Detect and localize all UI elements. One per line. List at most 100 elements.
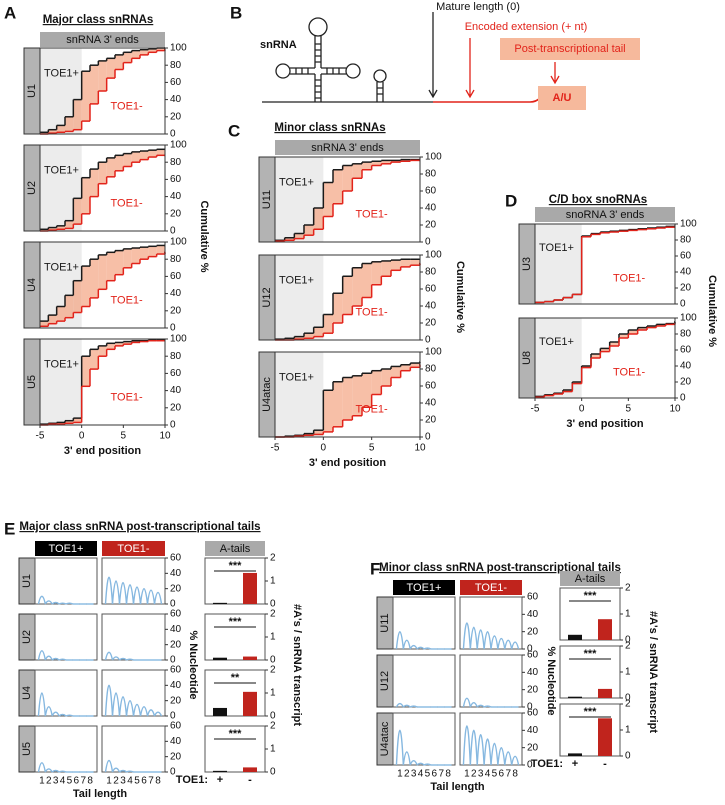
difference-fill <box>352 163 362 179</box>
difference-fill <box>410 363 420 368</box>
y-tick-label: 100 <box>170 140 187 151</box>
bar <box>243 691 257 716</box>
x-axis-label: 3' end position <box>64 445 141 457</box>
row-label: U11 <box>261 190 273 209</box>
y-tick-label: 60 <box>425 381 437 392</box>
difference-fill <box>148 246 157 257</box>
x-tick-label: 0 <box>321 443 327 454</box>
x-tick-label: -5 <box>36 431 45 442</box>
y-tick-label: 80 <box>425 169 437 180</box>
difference-fill <box>56 225 65 230</box>
y-tick-label: 80 <box>425 364 437 375</box>
tail-peak <box>416 762 425 766</box>
header-label: snRNA 3' ends <box>311 142 384 154</box>
y-tick-label: 60 <box>527 592 539 603</box>
difference-fill <box>48 129 57 134</box>
difference-fill <box>140 151 149 160</box>
tail-peak <box>462 725 472 766</box>
y-tick-label: 100 <box>680 313 697 324</box>
extension-line <box>433 97 541 103</box>
difference-fill <box>73 99 82 130</box>
difference-fill <box>391 160 401 163</box>
x-tick-label: 2 <box>471 769 477 780</box>
difference-fill <box>48 315 57 324</box>
difference-fill <box>98 60 107 91</box>
plot-frame <box>559 587 621 641</box>
difference-fill <box>81 266 90 307</box>
y-tick-label: 40 <box>680 361 692 372</box>
difference-fill <box>156 48 165 51</box>
difference-fill <box>352 267 362 306</box>
y-tick-label: 20 <box>170 639 182 650</box>
y-axis-label: Cumulative % <box>706 275 718 347</box>
series-label: TOE1+ <box>279 274 314 286</box>
y-tick-label: 100 <box>425 152 442 163</box>
series-label: TOE1- <box>356 209 389 221</box>
difference-fill <box>637 327 647 330</box>
difference-fill <box>123 248 132 268</box>
x-tick-label: 10 <box>159 431 171 442</box>
x-tick-label: - <box>248 774 252 786</box>
mature-label: Mature length (0) <box>436 1 520 13</box>
y-tick-label: 60 <box>425 284 437 295</box>
difference-fill <box>56 306 65 322</box>
y-tick-label: 60 <box>527 708 539 719</box>
left-arm <box>290 67 315 75</box>
series-label: TOE1- <box>111 294 144 306</box>
tail-peak <box>37 692 47 717</box>
difference-fill <box>106 58 115 79</box>
row-label: U4 <box>21 686 33 700</box>
y-tick-label: 40 <box>680 267 692 278</box>
y-tick-label: 2 <box>270 665 276 676</box>
bar <box>213 707 227 716</box>
tail-peak <box>118 581 128 605</box>
tail-peak <box>153 591 163 605</box>
y-tick-label: 0 <box>270 767 276 778</box>
difference-fill <box>73 198 82 225</box>
column-header <box>102 541 165 556</box>
x-tick-label: -5 <box>531 404 540 415</box>
x-tick-label: 10 <box>414 443 426 454</box>
tail-peak <box>104 651 114 661</box>
tail-peak <box>58 602 67 605</box>
tail-peak <box>58 770 67 773</box>
difference-fill <box>323 314 333 334</box>
x-tick-label: 8 <box>155 776 161 787</box>
y-tick-label: 20 <box>170 695 182 706</box>
y-tick-label: 100 <box>680 219 697 230</box>
y-tick-label: 40 <box>527 725 539 736</box>
tail-peak <box>104 576 114 605</box>
tail-peak <box>111 580 121 605</box>
significance-label: *** <box>229 616 243 628</box>
bar <box>568 696 582 698</box>
y-tick-label: 40 <box>425 203 437 214</box>
y-tick-label: 2 <box>270 609 276 620</box>
header-label: snRNA 3' ends <box>66 34 139 46</box>
plot-frame <box>34 725 98 773</box>
series-label: TOE1- <box>111 391 144 403</box>
difference-fill <box>304 225 314 236</box>
panel-letter: A <box>4 3 16 22</box>
bar <box>213 770 227 772</box>
pre-mature-shade <box>535 224 582 304</box>
bar <box>598 688 612 698</box>
y-tick-label: 60 <box>680 345 692 356</box>
y-tick-label: 60 <box>170 271 182 282</box>
row-label: U5 <box>21 742 33 756</box>
difference-fill <box>284 338 295 340</box>
y-tick-label: 0 <box>425 237 431 248</box>
y-tick-label: 0 <box>170 655 176 666</box>
difference-fill <box>65 295 74 318</box>
difference-fill <box>628 330 638 334</box>
difference-fill <box>313 208 324 230</box>
header-label: snoRNA 3' ends <box>566 209 645 221</box>
tail-peak <box>132 586 142 605</box>
tail-peak <box>409 644 418 650</box>
difference-fill <box>65 420 74 424</box>
pre-mature-shade <box>275 352 324 437</box>
row-label: U12 <box>261 287 273 307</box>
row-label: U1 <box>26 84 38 98</box>
panel-letter: D <box>505 191 517 210</box>
x-tick-label: 4 <box>127 776 133 787</box>
